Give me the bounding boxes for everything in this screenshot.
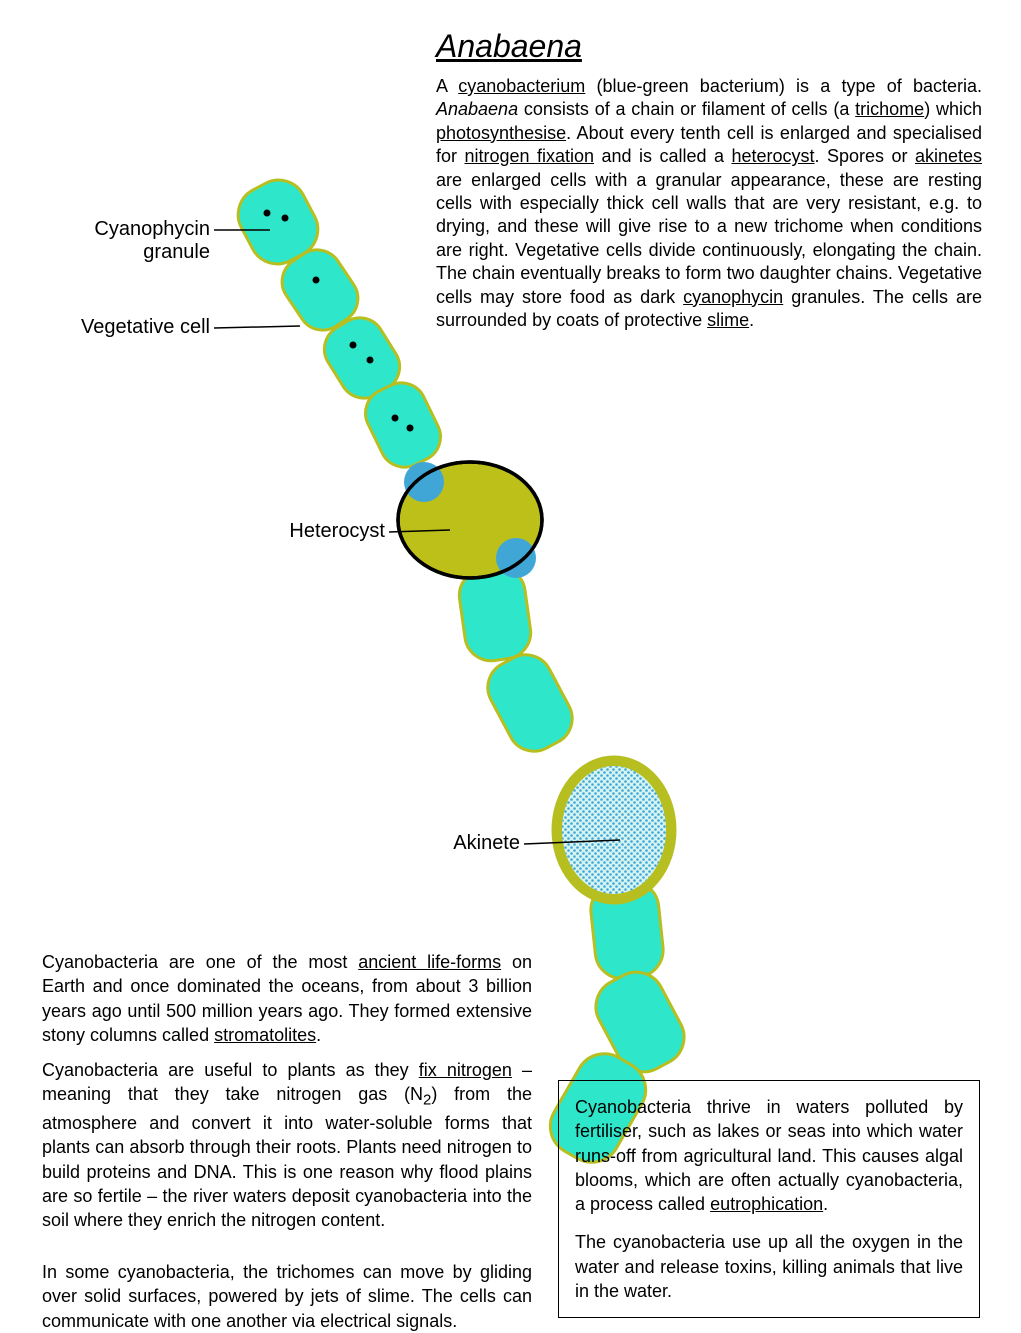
- eutrophication-box: Cyanobacteria thrive in waters polluted …: [558, 1080, 980, 1318]
- cyanophycin-granule: [407, 425, 414, 432]
- label-akinete: Akinete: [440, 832, 520, 855]
- box-para-1: Cyanobacteria thrive in waters polluted …: [575, 1095, 963, 1216]
- para-ancient: Cyanobacteria are one of the most ancien…: [42, 950, 532, 1047]
- label-vegetative: Vegetative cell: [40, 316, 210, 339]
- para-nitrogen: Cyanobacteria are useful to plants as th…: [42, 1058, 532, 1233]
- cyanophycin-granule: [282, 215, 289, 222]
- page-title: Anabaena: [436, 28, 582, 65]
- cyanophycin-granule: [264, 210, 271, 217]
- cyanophycin-granule: [350, 342, 357, 349]
- cyanophycin-granule: [313, 277, 320, 284]
- box-para-2: The cyanobacteria use up all the oxygen …: [575, 1230, 963, 1303]
- cyanophycin-granule: [392, 415, 399, 422]
- page: Anabaena A cyanobacterium (blue-green ba…: [0, 0, 1021, 1316]
- para-gliding: In some cyanobacteria, the trichomes can…: [42, 1260, 532, 1333]
- label-heterocyst: Heterocyst: [265, 520, 385, 543]
- label-cyanophycin: Cyanophycingranule: [40, 218, 210, 264]
- akinete-granular-interior: [562, 766, 666, 894]
- cyanophycin-granule: [367, 357, 374, 364]
- vegetative-cell: [479, 646, 582, 761]
- intro-paragraph: A cyanobacterium (blue-green bacterium) …: [436, 75, 982, 332]
- label-connector: [214, 326, 300, 328]
